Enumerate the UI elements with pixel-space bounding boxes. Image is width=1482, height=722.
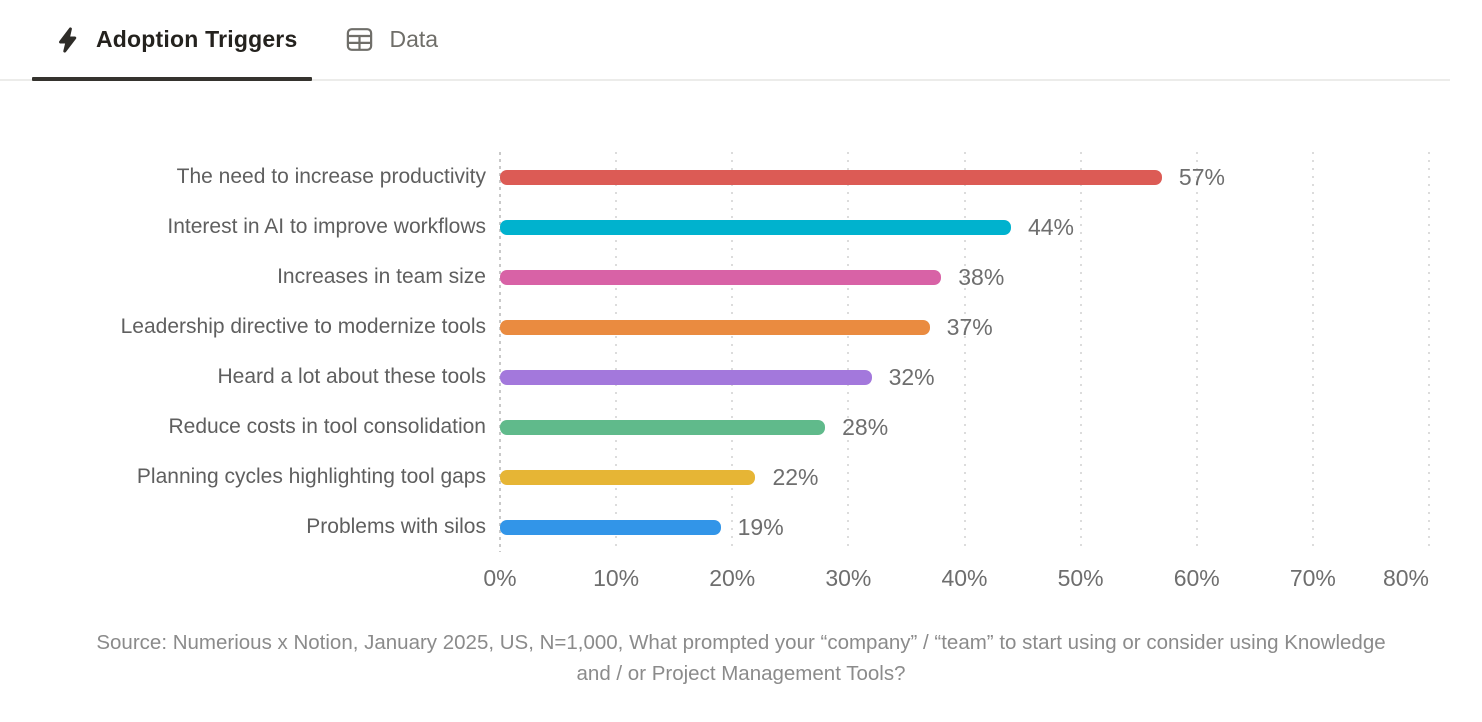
chart-row: Problems with silos 19% [0, 502, 1429, 552]
tab-bar: Adoption Triggers Data [0, 0, 1450, 81]
bar-track: 32% [500, 352, 1429, 402]
bar-value-label: 22% [772, 463, 819, 490]
bar-value-label: 19% [737, 513, 784, 540]
category-label: Reduce costs in tool consolidation [168, 415, 486, 438]
chart-row: Leadership directive to modernize tools … [0, 302, 1429, 352]
bar [500, 419, 826, 435]
x-tick-label: 30% [825, 565, 872, 591]
bar [500, 269, 942, 285]
gridline [1195, 152, 1198, 552]
tab-data[interactable]: Data [343, 0, 438, 79]
gridline [731, 152, 734, 552]
gridline [1428, 152, 1430, 552]
x-tick-label: 60% [1173, 565, 1220, 591]
category-label: Planning cycles highlighting tool gaps [136, 465, 486, 488]
chart-rows: The need to increase productivity 57% In… [0, 152, 1429, 552]
bar-value-label: 44% [1027, 213, 1074, 240]
x-tick-label: 20% [709, 565, 756, 591]
tab-adoption-triggers[interactable]: Adoption Triggers [31, 0, 313, 81]
gridline [1311, 152, 1314, 552]
bar-track: 57% [500, 152, 1429, 202]
source-note: Source: Numerious x Notion, January 2025… [96, 631, 1386, 685]
chart-row: Reduce costs in tool consolidation 28% [0, 402, 1429, 452]
x-tick-label: 10% [593, 565, 640, 591]
chart-row: The need to increase productivity 57% [0, 152, 1429, 202]
tab-label-adoption-triggers: Adoption Triggers [96, 26, 298, 52]
chart-row: Increases in team size 38% [0, 252, 1429, 302]
x-tick-label: 70% [1289, 565, 1336, 591]
bar-value-label: 28% [842, 413, 889, 440]
bar-track: 38% [500, 252, 1429, 302]
bar [500, 169, 1162, 185]
chart-row: Heard a lot about these tools 32% [0, 352, 1429, 402]
bar-track: 22% [500, 452, 1429, 502]
gridline-layer [499, 152, 1430, 552]
x-tick-label: 50% [1057, 565, 1104, 591]
category-label: Problems with silos [306, 515, 486, 538]
chart-row: Interest in AI to improve workflows 44% [0, 202, 1429, 252]
gridline [615, 152, 618, 552]
category-label: Heard a lot about these tools [217, 365, 486, 388]
chart-row: Planning cycles highlighting tool gaps 2… [0, 452, 1429, 502]
bar-track: 19% [500, 502, 1429, 552]
x-tick-label: 80% [1382, 565, 1429, 591]
lightning-bolt-icon [54, 24, 83, 56]
gridline [963, 152, 966, 552]
bar [500, 369, 872, 385]
bar-track: 44% [500, 202, 1429, 252]
bar-value-label: 37% [946, 313, 993, 340]
y-axis-line [499, 152, 501, 552]
table-icon [343, 24, 376, 55]
category-label: Increases in team size [277, 265, 486, 288]
category-label: Leadership directive to modernize tools [120, 315, 486, 338]
x-tick-label: 40% [941, 565, 988, 591]
bar-value-label: 32% [888, 363, 935, 390]
bar-chart: The need to increase productivity 57% In… [0, 152, 1482, 591]
bar [500, 519, 721, 535]
x-tick-label: 0% [483, 565, 517, 591]
plot-area: The need to increase productivity 57% In… [0, 152, 1430, 552]
tab-label-data: Data [389, 26, 439, 52]
bar [500, 319, 930, 335]
bar-value-label: 57% [1178, 163, 1225, 190]
bar-track: 28% [500, 402, 1429, 452]
category-label: Interest in AI to improve workflows [167, 215, 486, 238]
x-axis: 0% 10% 20% 30% 40% 50% 60% 70% 80% [483, 565, 1429, 591]
gridline [1079, 152, 1082, 552]
category-label: The need to increase productivity [176, 165, 486, 188]
gridline [847, 152, 850, 552]
bar [500, 469, 756, 485]
bar-track: 37% [500, 302, 1429, 352]
bar-value-label: 38% [958, 263, 1005, 290]
bar [500, 219, 1011, 235]
